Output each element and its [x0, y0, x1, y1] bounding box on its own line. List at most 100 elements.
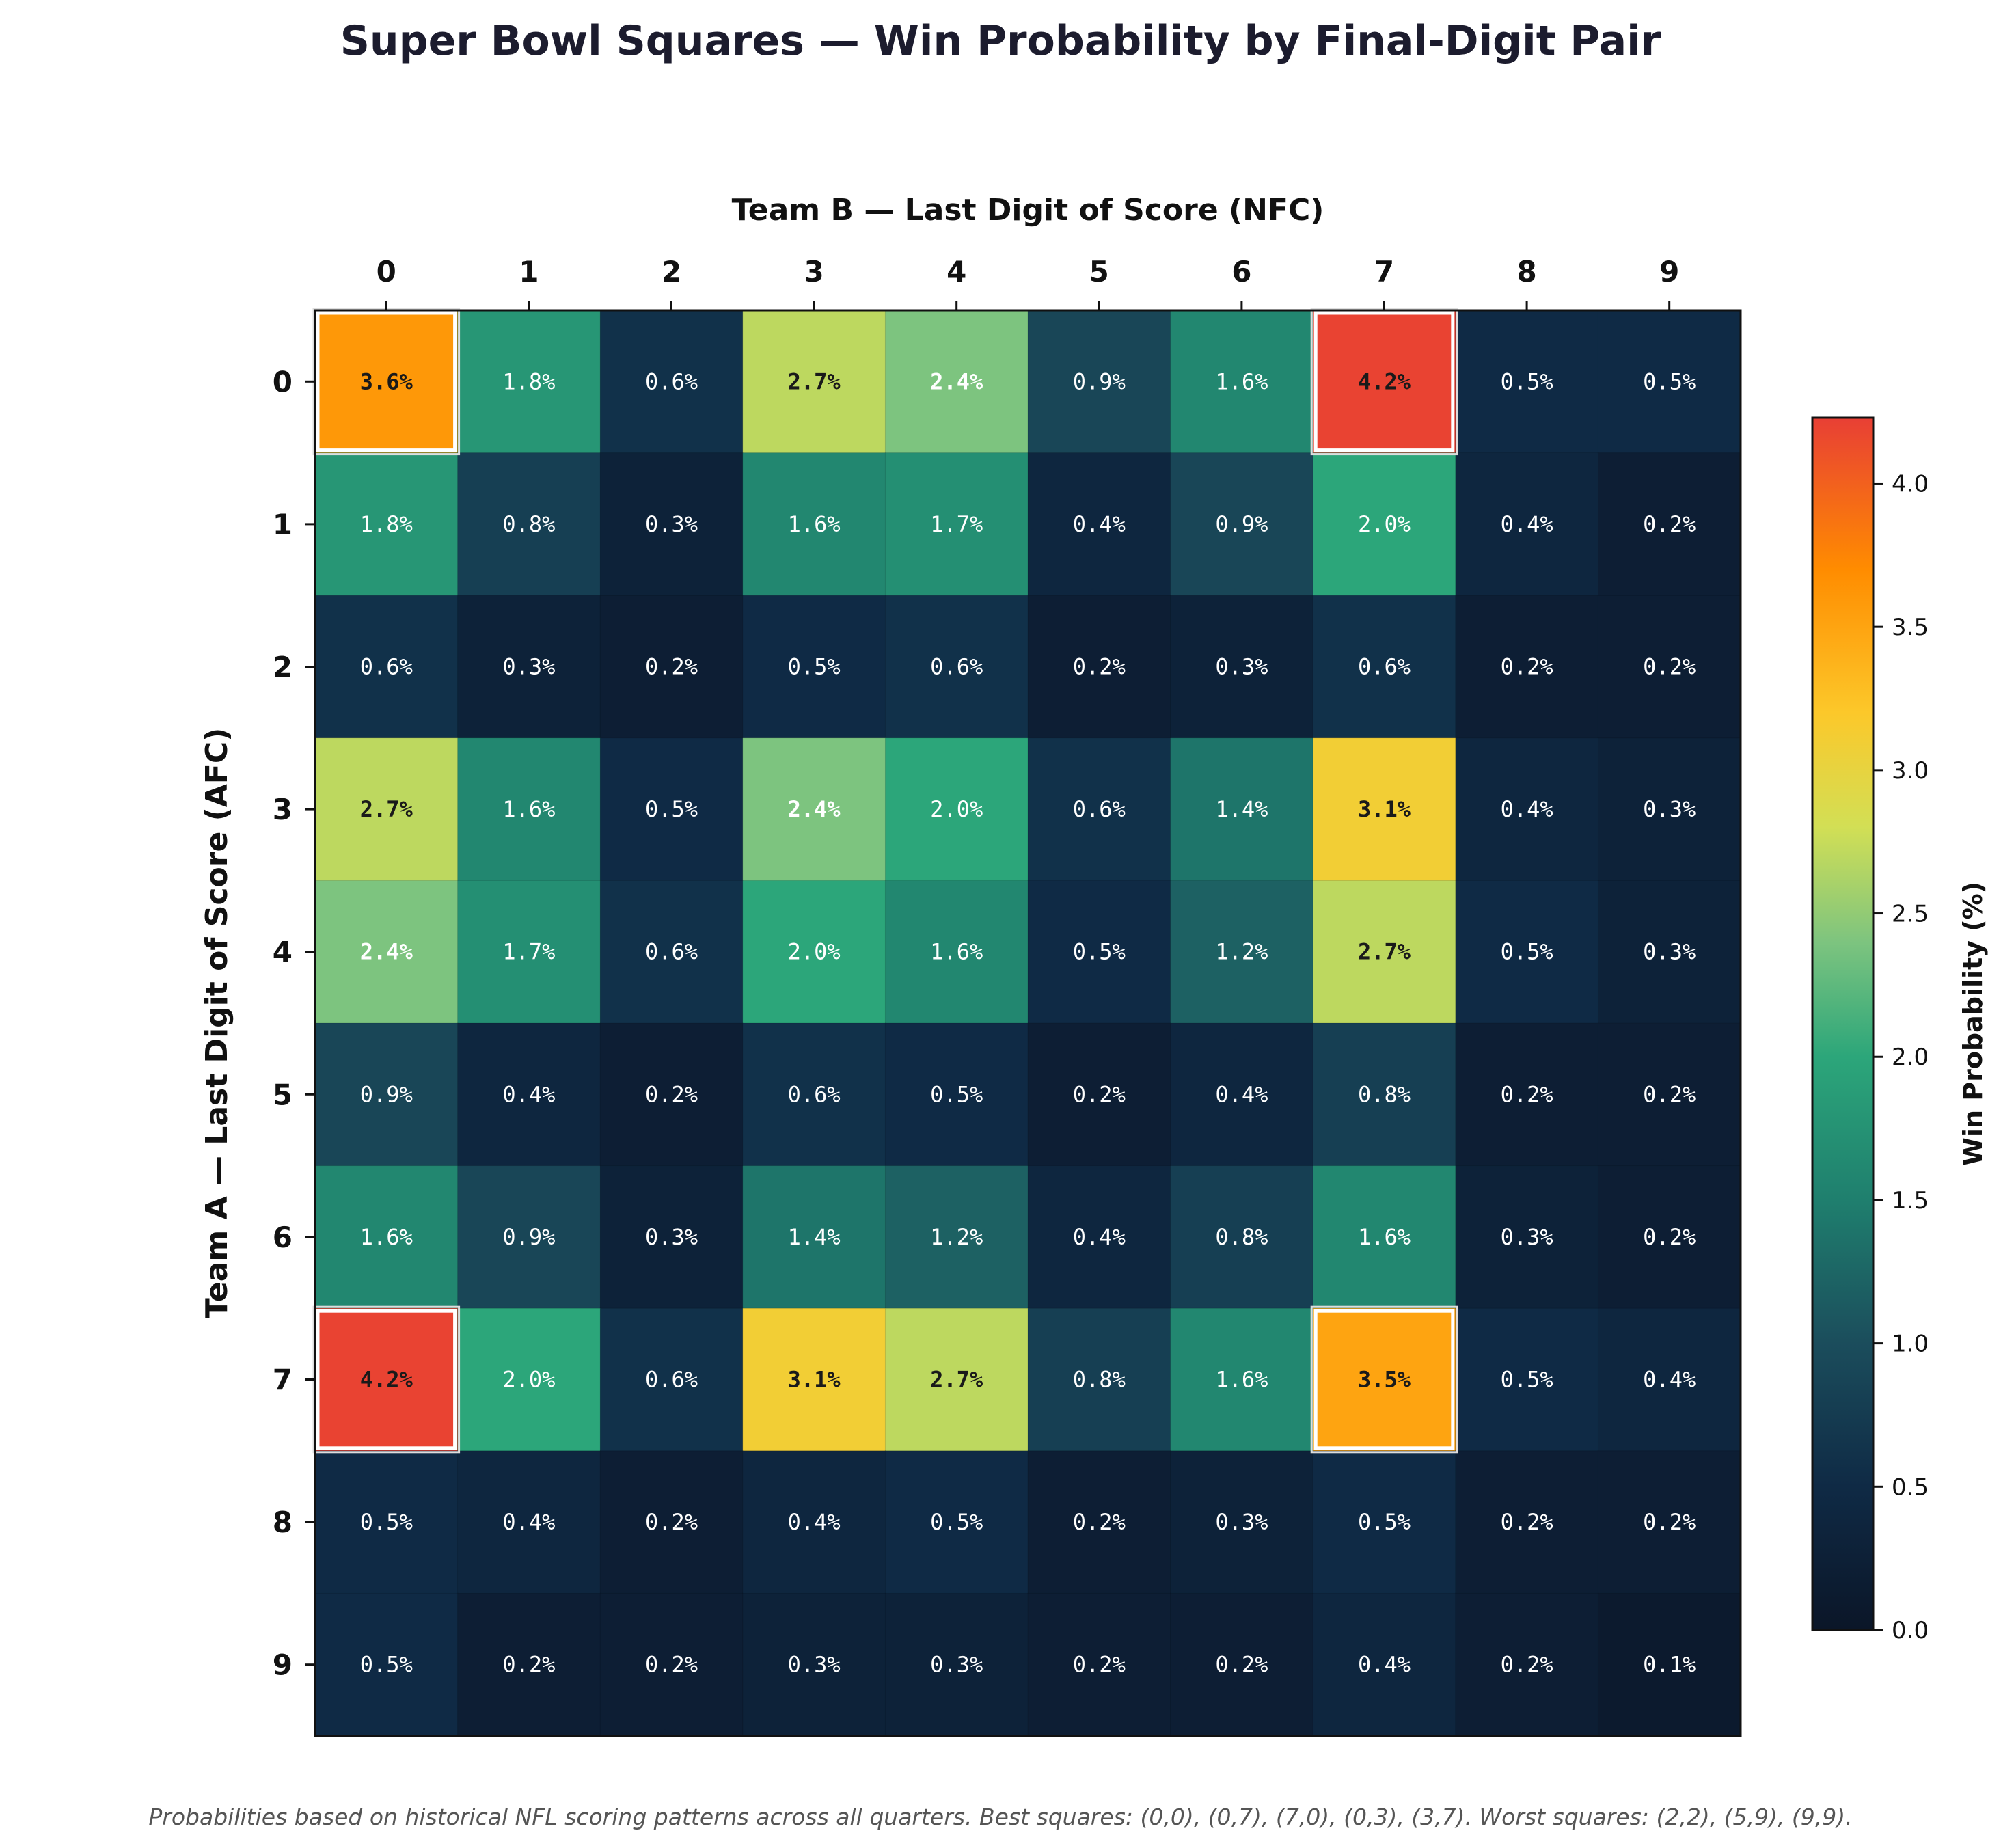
cell-value-label: 1.2%	[930, 1224, 983, 1250]
heatmap-cell: 2.7%	[884, 1307, 1029, 1452]
cell-rect	[1027, 310, 1171, 454]
cell-value-label: 2.7%	[930, 1367, 983, 1393]
cell-rect	[1170, 1022, 1314, 1167]
heatmap-cell: 0.8%	[1312, 1022, 1456, 1167]
cell-value-label: 0.4%	[1215, 1081, 1268, 1107]
heatmap-cell: 3.5%	[1312, 1307, 1456, 1452]
colorbar-gradient	[1811, 416, 1875, 1631]
cell-value-label: 1.6%	[930, 939, 983, 965]
heatmap-cell: 0.2%	[599, 1450, 744, 1594]
cell-value-label: 0.8%	[1358, 1081, 1411, 1107]
heatmap-cell: 0.8%	[457, 452, 601, 597]
cell-rect	[742, 1165, 886, 1309]
heatmap-cell: 0.3%	[599, 452, 744, 597]
heatmap-cell: 1.6%	[457, 737, 601, 882]
cell-value-label: 0.4%	[1358, 1652, 1411, 1678]
heatmap-cell: 0.2%	[1455, 1022, 1599, 1167]
cell-rect	[1597, 1307, 1741, 1452]
cell-value-label: 0.5%	[360, 1509, 413, 1535]
heatmap-cell: 0.5%	[742, 595, 886, 739]
cell-rect	[1027, 1307, 1171, 1452]
cell-value-label: 2.0%	[788, 939, 841, 965]
heatmap-cell: 0.9%	[1170, 452, 1314, 597]
cell-value-label: 0.3%	[930, 1652, 983, 1678]
cell-rect	[1027, 1165, 1171, 1309]
cell-value-label: 4.2%	[1358, 368, 1411, 394]
cell-value-label: 0.6%	[645, 939, 698, 965]
heatmap-cell: 2.0%	[1312, 452, 1456, 597]
cell-value-label: 0.5%	[1501, 1367, 1553, 1393]
heatmap-cell: 0.9%	[457, 1165, 601, 1309]
cell-value-label: 0.5%	[930, 1081, 983, 1107]
cell-rect	[884, 1592, 1029, 1737]
x-tick-label: 8	[1516, 255, 1536, 288]
cell-value-label: 0.9%	[1073, 368, 1126, 394]
cell-value-label: 0.4%	[1073, 1224, 1126, 1250]
cell-value-label: 2.4%	[930, 368, 983, 394]
x-tick-label: 4	[947, 255, 966, 288]
cell-value-label: 0.8%	[502, 511, 555, 537]
heatmap-cell: 0.8%	[1027, 1307, 1171, 1452]
colorbar-ticks: 0.0 0.5 1.0 1.5 2.0 2.5 3.0 3.5 4.0	[1873, 470, 1929, 1644]
heatmap-cell: 2.7%	[742, 310, 886, 454]
y-tick-label: 7	[273, 1363, 292, 1397]
cell-value-label: 1.6%	[360, 1224, 413, 1250]
cell-value-label: 0.3%	[1643, 796, 1696, 822]
cell-value-label: 1.4%	[1215, 796, 1268, 822]
cell-rect	[314, 310, 459, 454]
cell-value-label: 0.2%	[645, 1509, 698, 1535]
cell-rect	[599, 595, 744, 739]
cell-value-label: 1.6%	[1358, 1224, 1411, 1250]
cell-rect	[1027, 880, 1171, 1024]
cell-value-label: 1.8%	[502, 368, 555, 394]
cell-rect	[457, 1307, 601, 1452]
heatmap-cell: 0.1%	[1597, 1592, 1741, 1737]
heatmap-cell: 0.9%	[1027, 310, 1171, 454]
heatmap-cell: 0.5%	[314, 1592, 459, 1737]
cell-rect	[1312, 310, 1456, 454]
heatmap-cell: 0.6%	[599, 1307, 744, 1452]
colorbar-tick-label: 4.0	[1892, 470, 1929, 498]
heatmap-cell: 0.5%	[1455, 1307, 1599, 1452]
cell-rect	[742, 737, 886, 882]
cell-value-label: 0.3%	[1501, 1224, 1553, 1250]
cell-rect	[1455, 1165, 1599, 1309]
heatmap-cell: 2.0%	[884, 737, 1029, 882]
cell-value-label: 0.5%	[645, 796, 698, 822]
cell-rect	[1455, 452, 1599, 597]
cell-value-label: 1.7%	[930, 511, 983, 537]
heatmap-cell: 0.3%	[1170, 595, 1314, 739]
cell-rect	[457, 1165, 601, 1309]
colorbar-tick-label: 1.0	[1892, 1331, 1929, 1358]
heatmap-cell: 0.6%	[1027, 737, 1171, 882]
y-tick-label: 8	[273, 1506, 292, 1539]
heatmap-cell: 0.2%	[1027, 595, 1171, 739]
cell-rect	[599, 452, 744, 597]
cell-rect	[314, 595, 459, 739]
heatmap-cell: 0.4%	[1170, 1022, 1314, 1167]
x-tick-label: 1	[519, 255, 539, 288]
cell-value-label: 0.9%	[360, 1081, 413, 1107]
colorbar: 0.0 0.5 1.0 1.5 2.0 2.5 3.0 3.5 4.0 Win Probabil…	[1811, 416, 1988, 1644]
cell-value-label: 1.6%	[1215, 368, 1268, 394]
cell-rect	[1312, 452, 1456, 597]
cell-value-label: 0.5%	[930, 1509, 983, 1535]
cell-value-label: 1.8%	[360, 511, 413, 537]
heatmap-cell: 0.3%	[742, 1592, 886, 1737]
cell-rect	[1597, 1165, 1741, 1309]
x-tick-label: 0	[377, 255, 396, 288]
cell-rect	[1170, 1165, 1314, 1309]
colorbar-tick-label: 3.0	[1892, 757, 1929, 785]
highlight-outline	[1313, 1309, 1455, 1450]
heatmap-cell: 0.5%	[884, 1022, 1029, 1167]
cell-rect	[742, 1450, 886, 1594]
heatmap-cell: 1.4%	[1170, 737, 1314, 882]
cell-rect	[742, 1022, 886, 1167]
heatmap-cell: 0.6%	[314, 595, 459, 739]
cell-rect	[1170, 1450, 1314, 1594]
heatmap-cell: 2.4%	[742, 737, 886, 882]
heatmap-cell: 0.5%	[599, 737, 744, 882]
cell-rect	[1027, 737, 1171, 882]
cell-rect	[884, 310, 1029, 454]
cell-rect	[742, 880, 886, 1024]
